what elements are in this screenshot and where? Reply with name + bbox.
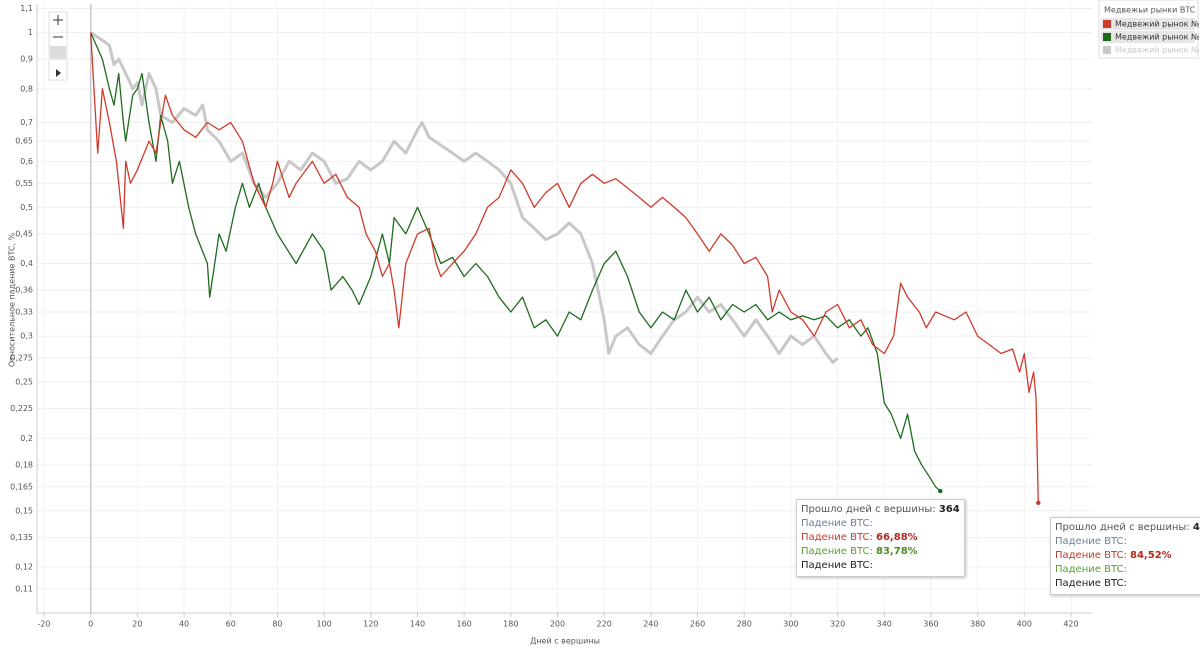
- tooltip-row: Прошло дней с вершины: 364: [801, 503, 960, 517]
- x-tick-label: 20: [132, 620, 142, 629]
- x-tick-label: 200: [550, 620, 565, 629]
- y-tick-label: 0,2: [20, 434, 33, 443]
- tooltip-value: 406: [1192, 522, 1200, 533]
- x-tick-label: 280: [737, 620, 752, 629]
- y-tick-label: 0,225: [10, 404, 33, 413]
- y-tick-label: 0,33: [15, 308, 33, 317]
- y-tick-label: 0,7: [20, 118, 33, 127]
- y-tick-label: 0,165: [10, 482, 33, 491]
- x-tick-label: 380: [970, 620, 985, 629]
- zoom-toolbar[interactable]: [48, 11, 68, 81]
- x-tick-label: 420: [1063, 620, 1078, 629]
- tooltip-value: 83,78%: [876, 546, 918, 557]
- legend-swatch: [1103, 20, 1111, 28]
- tooltip-label: Падение BTC:: [1055, 564, 1127, 575]
- x-tick-label: 260: [690, 620, 705, 629]
- y-tick-label: 0,18: [15, 460, 33, 469]
- tooltip-label: Падение BTC:: [1055, 578, 1127, 589]
- y-axis-title: Относительное падение BTC, %: [8, 232, 17, 367]
- y-tick-label: 0,4: [20, 259, 33, 268]
- tooltip-row: Падение BTC:: [801, 559, 960, 573]
- tooltip-row: Падение BTC:: [801, 517, 960, 531]
- y-tick-label: 0,9: [20, 55, 33, 64]
- x-tick-label: 340: [877, 620, 892, 629]
- y-tick-label: 0,45: [15, 229, 33, 238]
- x-tick-label: 180: [503, 620, 518, 629]
- tooltip-row: Падение BTC:: [1055, 535, 1200, 549]
- tooltip-label: Падение BTC:: [801, 518, 873, 529]
- x-tick-label: 240: [643, 620, 658, 629]
- legend-title: Медвежьи рынки BTC: [1104, 6, 1196, 15]
- legend-bg: [1101, 44, 1195, 56]
- tooltip-row: Прошло дней с вершины: 406: [1055, 521, 1200, 535]
- y-tick-label: 0,25: [15, 378, 33, 387]
- x-tick-label: 320: [830, 620, 845, 629]
- end-point: [1036, 500, 1041, 506]
- y-tick-label: 0,5: [20, 203, 33, 212]
- tooltip-row: Падение BTC: 83,78%: [801, 545, 960, 559]
- tooltip-label: Падение BTC:: [1055, 536, 1127, 547]
- y-tick-label: 1: [28, 28, 33, 37]
- x-axis-title: Дней с вершины: [530, 637, 600, 646]
- reset-button[interactable]: [50, 46, 66, 60]
- y-tick-label: 0,11: [15, 584, 33, 593]
- y-tick-label: 0,3: [20, 332, 33, 341]
- x-tick-label: 400: [1017, 620, 1032, 629]
- tooltip-row: Падение BTC:: [1055, 563, 1200, 577]
- x-tick-label: 140: [410, 620, 425, 629]
- x-tick-label: 60: [226, 620, 236, 629]
- expand-button[interactable]: [56, 69, 61, 77]
- y-tick-label: 0,12: [15, 563, 33, 572]
- tooltip-label: Прошло дней с вершины:: [1055, 522, 1190, 533]
- y-tick-label: 0,135: [10, 533, 33, 542]
- tooltip: Прошло дней с вершины: 406Падение BTC:Па…: [1050, 517, 1200, 595]
- x-tick-label: 0: [88, 620, 93, 629]
- tooltip-row: Падение BTC:: [1055, 577, 1200, 591]
- series-line: [90, 32, 941, 492]
- x-tick-label: 100: [316, 620, 331, 629]
- legend-bg: [1101, 31, 1195, 43]
- legend-label: Медвежий рынок №4: [1115, 46, 1200, 55]
- x-tick-label: 300: [783, 620, 798, 629]
- y-tick-label: 0,65: [15, 137, 33, 146]
- tooltip-label: Падение BTC:: [801, 532, 873, 543]
- y-tick-label: 1,1: [20, 4, 33, 13]
- x-tick-label: 220: [597, 620, 612, 629]
- series-line: [90, 32, 1039, 503]
- end-point: [938, 488, 943, 494]
- tooltip-row: Падение BTC: 84,52%: [1055, 549, 1200, 563]
- legend-swatch: [1103, 33, 1111, 41]
- series-line: [89, 31, 839, 365]
- x-tick-label: 360: [923, 620, 938, 629]
- tooltip: Прошло дней с вершины: 364 Падение BTC: Па…: [796, 499, 965, 577]
- tooltip-label: Прошло дней с вершины:: [801, 504, 936, 515]
- tooltip-value: 66,88%: [876, 532, 918, 543]
- legend-label: Медвежий рынок №2: [1115, 20, 1200, 29]
- y-tick-label: 0,55: [15, 179, 33, 188]
- x-tick-label: 40: [179, 620, 189, 629]
- legend-swatch: [1103, 46, 1111, 54]
- y-tick-label: 0,6: [20, 157, 33, 166]
- x-tick-label: -20: [37, 620, 50, 629]
- y-tick-label: 0,8: [20, 84, 33, 93]
- y-tick-label: 0,15: [15, 506, 33, 515]
- y-tick-label: 0,275: [10, 353, 33, 362]
- x-tick-label: 80: [272, 620, 282, 629]
- y-tick-label: 0,36: [15, 286, 33, 295]
- legend-bg: [1101, 18, 1195, 30]
- x-tick-label: 160: [456, 620, 471, 629]
- legend-label: Медвежий рынок №3: [1115, 33, 1200, 42]
- tooltip-row: Падение BTC: 66,88%: [801, 531, 960, 545]
- tooltip-label: Падение BTC:: [801, 560, 873, 571]
- tooltip-value: 364: [938, 504, 960, 515]
- tooltip-value: 84,52%: [1130, 550, 1172, 561]
- tooltip-label: Падение BTC:: [1055, 550, 1127, 561]
- x-tick-label: 120: [363, 620, 378, 629]
- tooltip-label: Падение BTC:: [801, 546, 873, 557]
- zoom-in[interactable]: [53, 15, 63, 25]
